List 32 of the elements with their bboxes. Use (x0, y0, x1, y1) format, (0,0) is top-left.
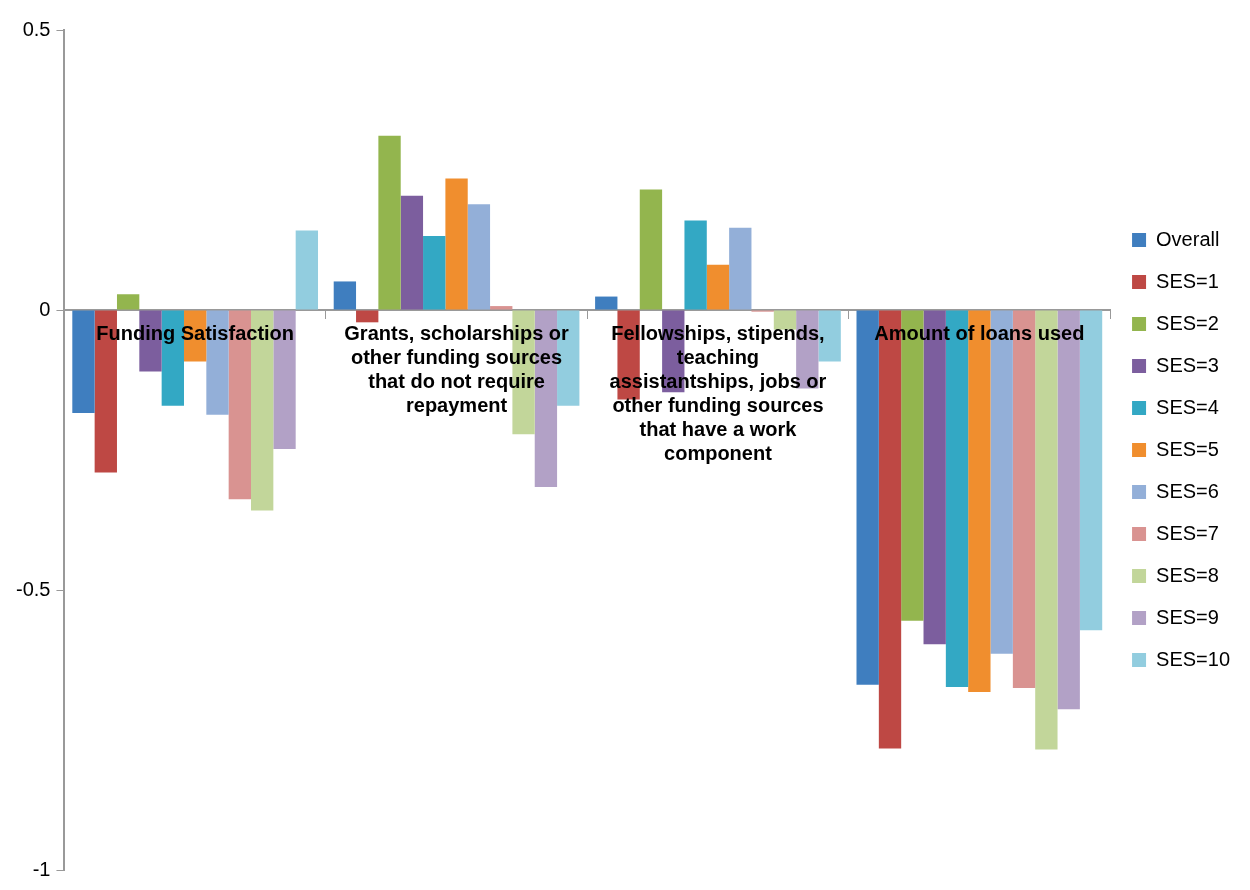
bar (729, 227, 752, 310)
legend-label: SES=5 (1156, 437, 1219, 460)
legend-label: SES=10 (1156, 647, 1231, 670)
bar (706, 264, 730, 310)
legend-label: SES=7 (1156, 521, 1219, 544)
bar (423, 236, 446, 310)
bar (490, 306, 513, 310)
bar (400, 195, 424, 310)
legend-label: SES=3 (1156, 353, 1219, 376)
y-tick-label: -0.5 (15, 577, 51, 600)
bar (333, 281, 357, 310)
legend-label: Overall (1156, 227, 1220, 250)
y-tick-label: 0 (39, 297, 51, 320)
bar (72, 310, 95, 414)
bar (116, 294, 140, 310)
x-tick-label: Grants, scholarships or other funding sources that do not require repayment (344, 321, 570, 416)
bar (295, 230, 319, 310)
legend-label: SES=6 (1156, 479, 1219, 502)
legend-label: SES=2 (1156, 311, 1219, 334)
bar (684, 220, 707, 310)
y-tick-label: 0.5 (22, 17, 51, 40)
bar (639, 189, 663, 310)
y-tick-label: -1 (32, 857, 51, 880)
legend-label: SES=8 (1156, 563, 1219, 586)
bar (445, 178, 468, 310)
legend-label: SES=4 (1156, 395, 1219, 418)
legend-label: SES=1 (1156, 269, 1219, 292)
bar (467, 204, 491, 310)
bar (378, 135, 401, 310)
bar (356, 310, 379, 323)
bar (595, 296, 618, 310)
legend-label: SES=9 (1156, 605, 1219, 628)
